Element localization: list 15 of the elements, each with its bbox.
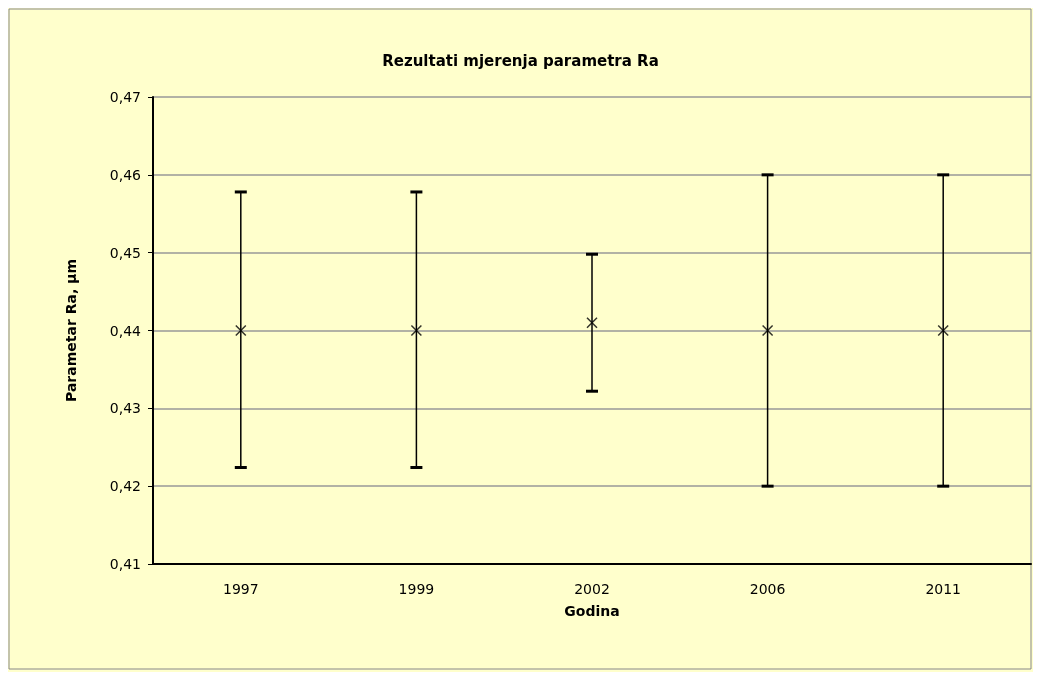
y-tick-label: 0,46 <box>109 166 142 183</box>
y-tick-label: 0,44 <box>109 322 142 339</box>
x-tick-label: 1997 <box>222 581 259 597</box>
x-tick-label: 1999 <box>398 581 435 597</box>
y-tick-label: 0,41 <box>109 556 141 572</box>
y-tick-label: 0,47 <box>109 89 141 105</box>
x-axis-title: Godina <box>564 603 620 619</box>
y-tick-label: 0,43 <box>109 400 141 417</box>
y-tick-label: 0,45 <box>109 244 141 261</box>
x-tick-label: 2011 <box>925 581 962 597</box>
x-tick-label: 2006 <box>749 581 786 597</box>
y-axis-title: Parametar Ra, µm <box>63 259 79 402</box>
x-tick-label: 2002 <box>574 581 610 597</box>
chart-title: Rezultati mjerenja parametra Ra <box>382 51 659 70</box>
y-tick-label: 0,42 <box>109 478 141 495</box>
